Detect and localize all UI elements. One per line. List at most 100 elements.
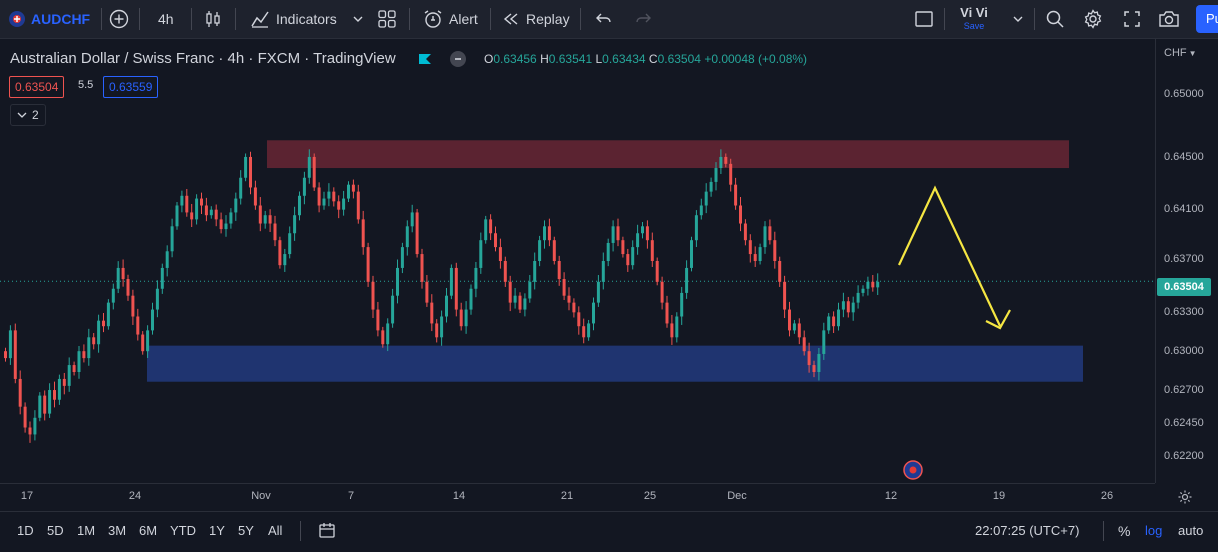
- candle-body: [53, 390, 56, 400]
- price-axis[interactable]: CHF ▼ 0.65000 0.64500 0.64100 0.63700 0.6…: [1155, 39, 1218, 483]
- chart-canvas[interactable]: [0, 39, 1155, 483]
- fullscreen-button[interactable]: [1122, 0, 1142, 38]
- candle-body: [587, 323, 591, 338]
- candle-body: [136, 316, 140, 335]
- candle-body: [224, 223, 228, 230]
- range-5y[interactable]: 5Y: [238, 523, 254, 538]
- candle-body: [846, 301, 850, 313]
- interval-button[interactable]: 4h: [158, 0, 174, 38]
- indicator-count: 2: [32, 108, 39, 122]
- price-tick: 0.64500: [1164, 151, 1204, 163]
- toolbar-divider: [101, 8, 102, 30]
- log-scale-toggle[interactable]: log: [1145, 523, 1163, 538]
- time-tick: 21: [560, 490, 574, 502]
- clock-timezone[interactable]: 22:07:25 (UTC+7): [975, 523, 1080, 538]
- chevron-down-icon: ▼: [1188, 49, 1197, 58]
- candle-body: [288, 233, 292, 255]
- redo-button[interactable]: [634, 0, 652, 38]
- candle-body: [425, 281, 429, 303]
- indicators-dropdown[interactable]: [352, 0, 364, 38]
- publish-button[interactable]: Pu: [1196, 5, 1218, 33]
- goto-date-button[interactable]: [318, 522, 336, 545]
- sell-price-button[interactable]: 0.63504: [9, 76, 65, 98]
- buy-price-button[interactable]: 0.63559: [103, 76, 159, 98]
- candle-body: [748, 240, 752, 255]
- candle-body: [655, 261, 659, 282]
- candle-body: [430, 302, 434, 324]
- auto-scale-toggle[interactable]: auto: [1178, 523, 1204, 538]
- time-tick: 26: [1100, 490, 1114, 502]
- candle-body: [660, 281, 664, 303]
- candle-body: [312, 156, 316, 188]
- price-tick: 0.62700: [1164, 384, 1204, 396]
- chart-pane[interactable]: [0, 39, 1155, 483]
- replay-button[interactable]: Replay: [502, 0, 570, 38]
- templates-button[interactable]: [377, 0, 397, 38]
- candle-body: [807, 351, 811, 366]
- candle-body: [102, 320, 105, 327]
- currency-selector[interactable]: CHF ▼: [1164, 47, 1197, 59]
- compare-symbol-button[interactable]: [109, 0, 129, 38]
- indicators-toggle[interactable]: 2: [10, 104, 46, 126]
- layout-menu-dropdown[interactable]: [1012, 0, 1024, 38]
- candle-body: [763, 226, 767, 248]
- candle-body: [366, 247, 370, 282]
- undo-button[interactable]: [595, 0, 613, 38]
- gear-icon: [1084, 9, 1102, 29]
- range-1d[interactable]: 1D: [17, 523, 34, 538]
- chart-type-button[interactable]: [203, 0, 223, 38]
- ohlc-values: O0.63456 H0.63541 L0.63434 C0.63504 +0.0…: [484, 52, 807, 66]
- indicators-button[interactable]: Indicators: [250, 0, 337, 38]
- close-value: 0.63504: [657, 52, 701, 66]
- symbol-search-button[interactable]: AUDCHF: [8, 0, 90, 38]
- chart-legend-title[interactable]: Australian Dollar / Swiss Franc · 4h · F…: [10, 50, 396, 67]
- rewind-icon: [503, 13, 518, 25]
- layout-button[interactable]: [914, 0, 934, 38]
- range-all[interactable]: All: [268, 523, 283, 538]
- candle-body: [253, 187, 257, 206]
- candle-body: [547, 226, 551, 241]
- range-1m[interactable]: 1M: [77, 523, 96, 538]
- plus-circle-icon: [109, 9, 129, 29]
- range-3m[interactable]: 3M: [108, 523, 127, 538]
- time-axis[interactable]: [0, 483, 1155, 512]
- candle-body: [155, 288, 159, 310]
- bottom-divider: [1103, 521, 1104, 541]
- candle-body: [160, 267, 164, 289]
- currency-label: CHF: [1164, 47, 1187, 59]
- range-ytd[interactable]: YTD: [170, 523, 196, 538]
- candle-body: [249, 156, 252, 188]
- layout-name-button[interactable]: Vi Vi Save: [952, 5, 996, 31]
- candle-body: [180, 195, 184, 206]
- legend-collapse-button[interactable]: [450, 51, 466, 67]
- chevron-down-icon: [17, 112, 27, 118]
- candle-body: [645, 226, 649, 241]
- candle-body: [513, 295, 517, 303]
- search-button[interactable]: [1045, 0, 1065, 38]
- candle-body: [606, 242, 610, 261]
- candle-body: [797, 323, 801, 338]
- candle-body: [273, 223, 277, 241]
- candle-body: [675, 316, 679, 338]
- candle-body: [405, 226, 409, 248]
- candle-body: [268, 215, 272, 224]
- candle-body: [263, 215, 267, 224]
- resistance-zone: [267, 140, 1069, 169]
- snapshot-button[interactable]: [1158, 0, 1180, 38]
- axis-settings-button[interactable]: [1177, 489, 1193, 510]
- alert-button[interactable]: Alert: [423, 0, 478, 38]
- candle-body: [82, 351, 86, 359]
- time-tick: Nov: [251, 490, 271, 502]
- range-6m[interactable]: 6M: [139, 523, 158, 538]
- percent-scale-toggle[interactable]: %: [1118, 523, 1131, 539]
- range-5d[interactable]: 5D: [47, 523, 64, 538]
- candle-body: [141, 334, 145, 352]
- candle-body: [371, 281, 375, 310]
- settings-button[interactable]: [1083, 0, 1103, 38]
- candle-body: [165, 251, 169, 268]
- candle-body: [200, 198, 203, 206]
- candle-body: [812, 365, 816, 372]
- range-1y[interactable]: 1Y: [209, 523, 225, 538]
- price-tick: 0.62450: [1164, 417, 1204, 429]
- redo-icon: [636, 13, 651, 23]
